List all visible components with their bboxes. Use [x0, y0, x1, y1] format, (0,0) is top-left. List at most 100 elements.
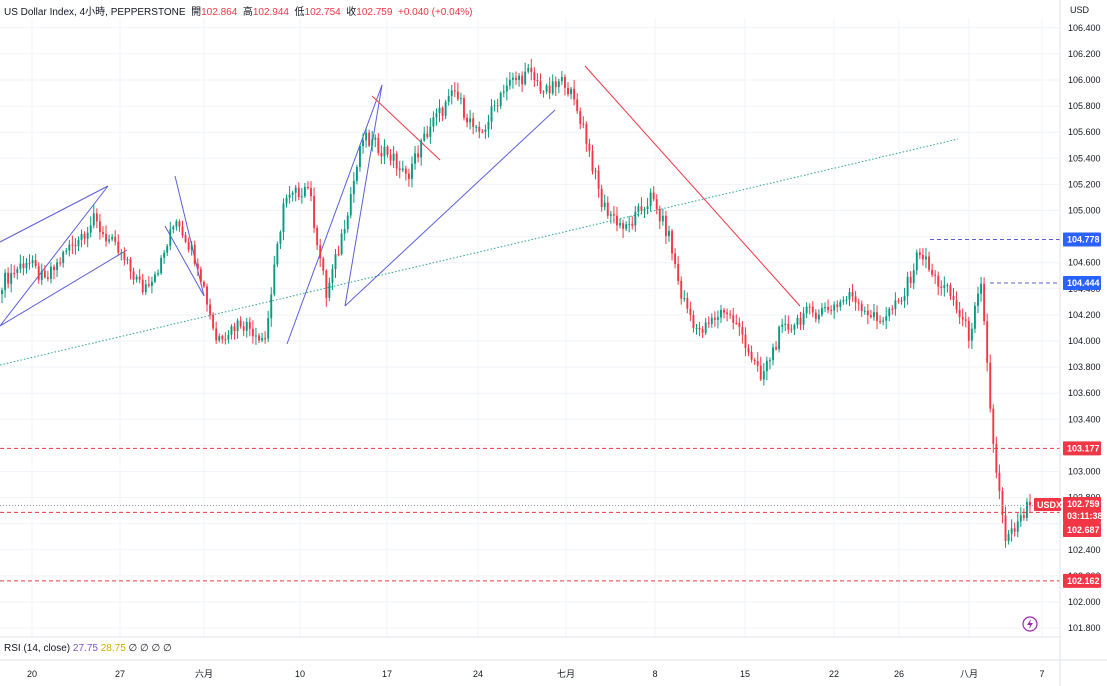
candle-body: [236, 320, 239, 332]
candle: [909, 271, 912, 288]
candle-body: [401, 168, 404, 171]
candle: [282, 198, 285, 241]
candle-body: [1001, 490, 1004, 516]
candle: [377, 133, 380, 156]
candle-body: [193, 244, 196, 264]
candle-body: [502, 91, 505, 93]
price-tick-label: 106.400: [1068, 23, 1101, 33]
candle-body: [1019, 515, 1022, 522]
candle: [921, 248, 924, 266]
candle-body: [221, 336, 224, 340]
candle-body: [77, 239, 80, 247]
candle: [435, 108, 438, 126]
candle-body: [37, 266, 40, 280]
high-value: 102.944: [252, 7, 289, 18]
candle: [955, 291, 958, 314]
candle: [796, 314, 799, 329]
candle: [802, 307, 805, 330]
candle-body: [95, 213, 98, 222]
candle-body: [1010, 528, 1013, 534]
candle-body: [790, 329, 793, 331]
candle-body: [567, 87, 569, 95]
candle-body: [762, 371, 765, 380]
candle-body: [671, 230, 673, 254]
candle: [716, 310, 719, 329]
candle-body: [28, 262, 31, 264]
candle: [857, 298, 860, 311]
rsi-legend[interactable]: RSI (14, close) 27.75 28.75 ∅ ∅ ∅ ∅: [4, 643, 172, 654]
candle: [989, 354, 992, 413]
candle: [995, 436, 998, 479]
candle: [597, 165, 600, 198]
price-tick-label: 101.800: [1068, 623, 1101, 633]
time-axis[interactable]: 20 27 六月 10 17 24 七月 8 15 22 26 八月 7: [0, 636, 1107, 679]
candle-body: [206, 286, 208, 305]
candle: [325, 269, 328, 307]
candle: [821, 303, 823, 317]
candle: [768, 357, 771, 370]
price-tick-label: 105.000: [1068, 206, 1101, 216]
candle: [297, 182, 300, 201]
candle: [643, 206, 646, 218]
candle: [224, 332, 227, 345]
candle: [398, 160, 401, 179]
candle-body: [423, 133, 426, 141]
currency-label: USD: [1070, 5, 1090, 15]
candle: [977, 286, 979, 314]
candle: [772, 343, 774, 366]
candle-body: [876, 312, 878, 321]
candle-body: [616, 215, 618, 226]
candle: [765, 356, 768, 381]
candle-body: [160, 257, 163, 274]
candle: [251, 320, 254, 344]
candle-body: [986, 321, 989, 363]
candle: [824, 302, 826, 313]
candle: [56, 258, 59, 278]
candle-body: [891, 308, 894, 310]
candle-body: [481, 131, 484, 133]
candle-body: [331, 269, 334, 283]
candle-body: [487, 121, 490, 130]
candle: [536, 73, 539, 87]
candle: [313, 187, 316, 233]
candle-body: [86, 232, 89, 239]
candle: [756, 352, 759, 372]
candle-body: [796, 317, 799, 325]
candle: [74, 238, 77, 255]
candle-body: [190, 244, 193, 250]
lightning-icon[interactable]: [1022, 616, 1038, 632]
candle: [423, 126, 426, 142]
candle-body: [664, 215, 667, 237]
channel-upper-line: [0, 185, 109, 243]
candle-body: [319, 245, 322, 259]
candle-body: [692, 314, 695, 329]
candle: [386, 145, 389, 158]
candle: [839, 299, 842, 311]
candle: [248, 317, 251, 337]
candle-body: [741, 326, 744, 335]
candle: [337, 245, 340, 257]
candle: [836, 300, 839, 313]
candle: [686, 292, 689, 314]
candle: [178, 219, 181, 232]
candle: [71, 235, 74, 255]
candle: [564, 74, 566, 96]
candle-body: [539, 81, 542, 92]
candle: [873, 304, 875, 321]
candle: [242, 321, 245, 337]
candle-body: [515, 77, 517, 80]
candle-body: [518, 75, 521, 80]
candle-body: [297, 187, 300, 198]
candle: [628, 216, 631, 233]
tag-level-2: 104.444: [1063, 276, 1101, 291]
candle-body: [202, 281, 205, 287]
candle-body: [377, 137, 380, 154]
candle-body: [943, 285, 946, 289]
price-tick-label: 105.400: [1068, 153, 1101, 163]
candle: [570, 86, 573, 100]
candle: [432, 111, 435, 132]
candle: [270, 287, 273, 327]
candle: [114, 230, 117, 246]
candle-body: [25, 262, 28, 269]
